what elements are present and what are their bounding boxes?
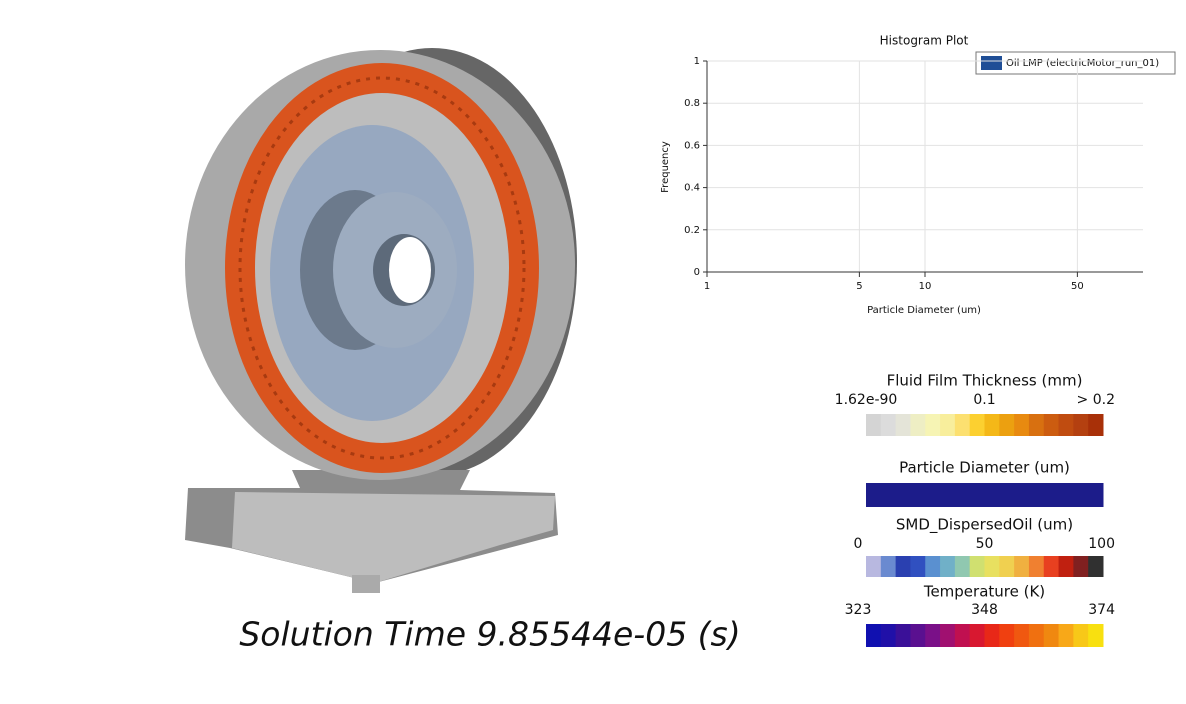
scalar-bar-segment: [984, 414, 1000, 436]
scalar-bar-segment: [925, 624, 941, 647]
y-tick-label: 0.4: [684, 183, 700, 194]
plot-title: Histogram Plot: [880, 34, 969, 48]
scalar-bar-title: Particle Diameter (um): [899, 459, 1070, 477]
scalar-bar-segment: [1088, 414, 1104, 436]
scalar-bar-segment: [940, 556, 956, 577]
scalar-bar-segment: [940, 624, 956, 647]
scalar-bar-label: 348: [971, 602, 998, 618]
scalar-bar-segment: [1058, 624, 1074, 647]
scalar-bars: Fluid Film Thickness (mm) 1.62e-90 0.1 > 0.…: [835, 372, 1115, 647]
scalar-bar-label: 323: [845, 602, 872, 618]
x-tick-label: 5: [856, 281, 862, 292]
scalar-bar-segment: [999, 624, 1015, 647]
scalar-bar-segment: [1028, 624, 1045, 647]
y-tick-label: 1: [694, 56, 700, 67]
scalar-bar-segment: [1058, 556, 1074, 577]
scalar-bar-segment: [1073, 556, 1089, 577]
scalar-bar-segment: [1014, 414, 1030, 436]
winding-texture: [238, 76, 526, 460]
scalar-bar-segment: [969, 624, 985, 647]
scalar-bar-segment: [1088, 624, 1104, 647]
scalar-bar-segment: [1043, 624, 1060, 647]
scalar-bar-segment: [1028, 556, 1045, 577]
scalar-bar-segment: [1014, 556, 1030, 577]
axes: [706, 61, 1143, 273]
scalar-bar-segment: [1088, 556, 1104, 577]
y-axis-label: Frequency: [660, 141, 671, 193]
scalar-bar-label: 0: [854, 536, 863, 552]
scalar-bar-segment: [1058, 414, 1074, 436]
x-tick-label: 50: [1071, 281, 1084, 292]
scalar-bar-segment: [984, 624, 1000, 647]
scalar-bar-segment: [984, 556, 1000, 577]
y-tick-label: 0.8: [684, 98, 700, 109]
motor-model: [185, 48, 577, 593]
scalar-bar-label: 100: [1088, 536, 1115, 552]
scalar-bar-segment: [1028, 414, 1045, 436]
scalar-bar-segment: [1073, 624, 1089, 647]
legend-swatch: [981, 56, 1002, 70]
scalar-bar-segment: [910, 556, 926, 577]
x-tick-label: 10: [919, 281, 932, 292]
base-pin: [352, 575, 380, 593]
scalar-bar-segment: [1073, 414, 1089, 436]
scalar-bar-title: SMD_DispersedOil (um): [896, 516, 1073, 535]
scalar-bar-segment: [925, 556, 941, 577]
scalar-bar-segment: [866, 483, 1104, 507]
solution-time: Solution Time 9.85544e-05 (s): [239, 615, 740, 654]
scalar-bar-label: 1.62e-90: [835, 392, 898, 408]
scalar-bar-label: 50: [976, 536, 994, 552]
y-tick-label: 0.6: [684, 140, 700, 151]
scalar-bar-segment: [954, 414, 971, 436]
scalar-bar-segment: [969, 556, 985, 577]
scalar-bar-segment: [1043, 414, 1060, 436]
scalar-bar-segment: [1014, 624, 1030, 647]
scalar-bar-title: Temperature (K): [923, 583, 1045, 601]
scalar-bar-segment: [999, 414, 1015, 436]
y-tick-label: 0: [694, 267, 700, 278]
scalar-bar-segment: [910, 624, 926, 647]
scalar-bar-segment: [954, 556, 971, 577]
scalar-bar-segment: [999, 556, 1015, 577]
scalar-bar-segment: [1043, 556, 1060, 577]
scalar-bar-segment: [880, 414, 897, 436]
scalar-bar-segment: [880, 556, 897, 577]
scalar-bar-segment: [925, 414, 941, 436]
scalar-bar-segment: [880, 624, 897, 647]
scalar-bar-segment: [954, 624, 971, 647]
scalar-bar-label: > 0.2: [1077, 392, 1115, 408]
scalar-bar-segment: [866, 624, 882, 647]
y-tick-label: 0.2: [684, 225, 700, 236]
scalar-bar-segment: [940, 414, 956, 436]
base-front: [232, 492, 555, 583]
scalar-bar-segment: [969, 414, 985, 436]
scalar-bar-segment: [866, 414, 882, 436]
histogram-plot: Histogram Plot Particle Diameter (um) Fr…: [660, 34, 1176, 316]
scalar-bar-segment: [910, 414, 926, 436]
x-axis-label: Particle Diameter (um): [867, 305, 981, 316]
scalar-bar-label: 0.1: [973, 392, 995, 408]
scalar-bar-segment: [866, 556, 882, 577]
scalar-bar-title: Fluid Film Thickness (mm): [887, 372, 1083, 390]
legend-label: Oil LMP (electricMotor_run_01): [1006, 58, 1159, 69]
legend: [975, 51, 1176, 75]
scalar-bar-segment: [895, 414, 911, 436]
hub-hole: [389, 237, 431, 303]
scalar-bar-label: 374: [1088, 602, 1115, 618]
scalar-bar-segment: [895, 556, 911, 577]
x-tick-label: 1: [704, 281, 710, 292]
scalar-bar-segment: [895, 624, 911, 647]
